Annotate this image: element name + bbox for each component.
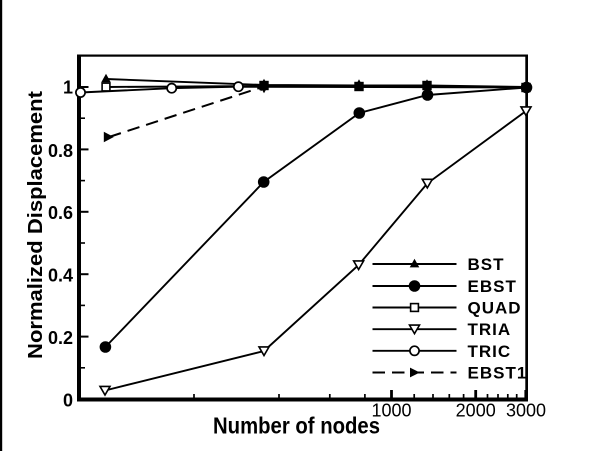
svg-text:BST: BST	[468, 255, 505, 274]
svg-text:0.8: 0.8	[48, 141, 73, 161]
svg-text:Number of nodes: Number of nodes	[213, 412, 380, 439]
svg-text:2000: 2000	[456, 401, 496, 421]
svg-text:EBST: EBST	[468, 277, 517, 296]
svg-text:EBST1: EBST1	[468, 364, 528, 383]
svg-text:QUAD: QUAD	[468, 299, 522, 318]
svg-text:0: 0	[63, 390, 73, 410]
svg-text:0.2: 0.2	[48, 328, 73, 348]
svg-text:TRIA: TRIA	[468, 320, 512, 339]
svg-text:1000: 1000	[371, 401, 411, 421]
svg-text:0.6: 0.6	[48, 203, 73, 223]
svg-text:1: 1	[63, 77, 73, 97]
svg-text:TRIC: TRIC	[468, 342, 512, 361]
svg-text:3000: 3000	[506, 401, 546, 421]
svg-text:0.4: 0.4	[48, 266, 73, 286]
svg-text:Normalized Displacement: Normalized Displacement	[24, 91, 47, 359]
